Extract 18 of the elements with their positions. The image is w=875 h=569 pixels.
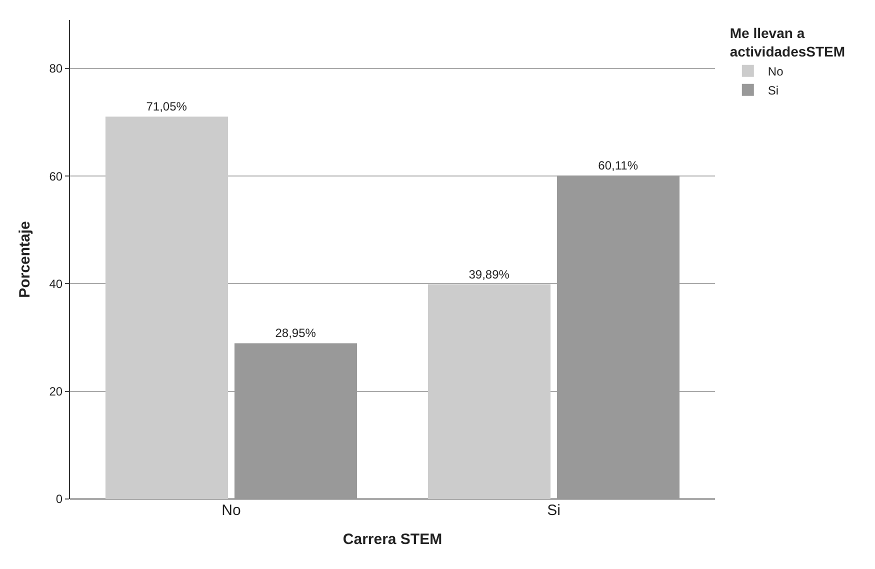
legend-label: No [768, 64, 784, 79]
y-tick-label: 40 [49, 276, 63, 291]
bar [105, 116, 228, 499]
legend-label: Si [768, 84, 779, 98]
y-tick-label: 0 [56, 492, 63, 506]
data-label: 60,11% [598, 158, 638, 172]
bar [428, 284, 551, 499]
y-tick-label: 20 [49, 384, 63, 399]
y-tick-label: 80 [49, 62, 63, 76]
bar [234, 343, 358, 499]
data-label: 71,05% [146, 100, 188, 114]
y-axis-title: Porcentaje [16, 221, 34, 298]
x-axis-title: Carrera STEM [342, 531, 442, 548]
y-tick-label: 60 [49, 169, 63, 184]
legend-title: Me llevan a actividadesSTEM [730, 25, 846, 60]
bar [556, 175, 680, 499]
data-label: 39,89% [468, 267, 510, 282]
data-label: 28,95% [275, 326, 316, 340]
